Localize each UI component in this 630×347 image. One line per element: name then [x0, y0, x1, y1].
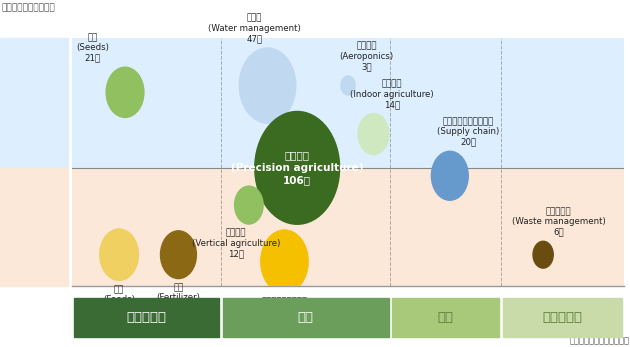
Text: 飼料
(Feeds)
22社: 飼料 (Feeds) 22社	[103, 285, 135, 315]
Circle shape	[533, 241, 553, 268]
Text: （気候変動への対応）: （気候変動への対応）	[1, 3, 55, 12]
Bar	[72, 168, 624, 286]
Text: 適応
（Adaptation）: 適応 （Adaptation）	[23, 70, 45, 136]
Text: 生産: 生産	[297, 311, 314, 324]
Circle shape	[255, 111, 340, 224]
Text: 廃棄物処理
(Waste management)
6社: 廃棄物処理 (Waste management) 6社	[512, 207, 605, 237]
Circle shape	[341, 76, 355, 95]
Circle shape	[100, 229, 139, 280]
Circle shape	[261, 230, 308, 293]
Text: 室内農業
(Indoor agriculture)
14社: 室内農業 (Indoor agriculture) 14社	[350, 79, 434, 109]
Circle shape	[432, 151, 468, 200]
Text: 水管理
(Water management)
47社: 水管理 (Water management) 47社	[209, 14, 301, 43]
Text: 垂直農業
(Vertical agriculture)
12社: 垂直農業 (Vertical agriculture) 12社	[192, 229, 280, 259]
Circle shape	[358, 113, 389, 154]
Bar	[72, 38, 624, 168]
Text: 種子
(Seeds)
21社: 種子 (Seeds) 21社	[76, 33, 109, 63]
Circle shape	[161, 231, 197, 279]
Text: インプット: インプット	[127, 311, 167, 324]
Text: 水耕栽培
(Aeroponics)
3社: 水耕栽培 (Aeroponics) 3社	[340, 42, 394, 71]
Circle shape	[234, 186, 263, 224]
Circle shape	[239, 48, 295, 123]
Text: 廃棄物処理: 廃棄物処理	[542, 311, 582, 324]
Text: 肥料
(Fertilizer)
19社: 肥料 (Fertilizer) 19社	[156, 283, 200, 313]
Text: 流通: 流通	[438, 311, 454, 324]
Text: （バリューチェーン段階）: （バリューチェーン段階）	[570, 336, 629, 345]
Text: 精密農業
(Precision agriculture)
106社: 精密農業 (Precision agriculture) 106社	[231, 151, 364, 185]
Circle shape	[106, 67, 144, 117]
Text: 代替肉・プロテイン
(Alternative protein)
33社: 代替肉・プロテイン (Alternative protein) 33社	[241, 297, 328, 327]
Text: サプライチェーン管理
(Supply chain)
20社: サプライチェーン管理 (Supply chain) 20社	[437, 117, 500, 147]
Text: 緩和
（Mitigation）: 緩和 （Mitigation）	[23, 197, 45, 257]
